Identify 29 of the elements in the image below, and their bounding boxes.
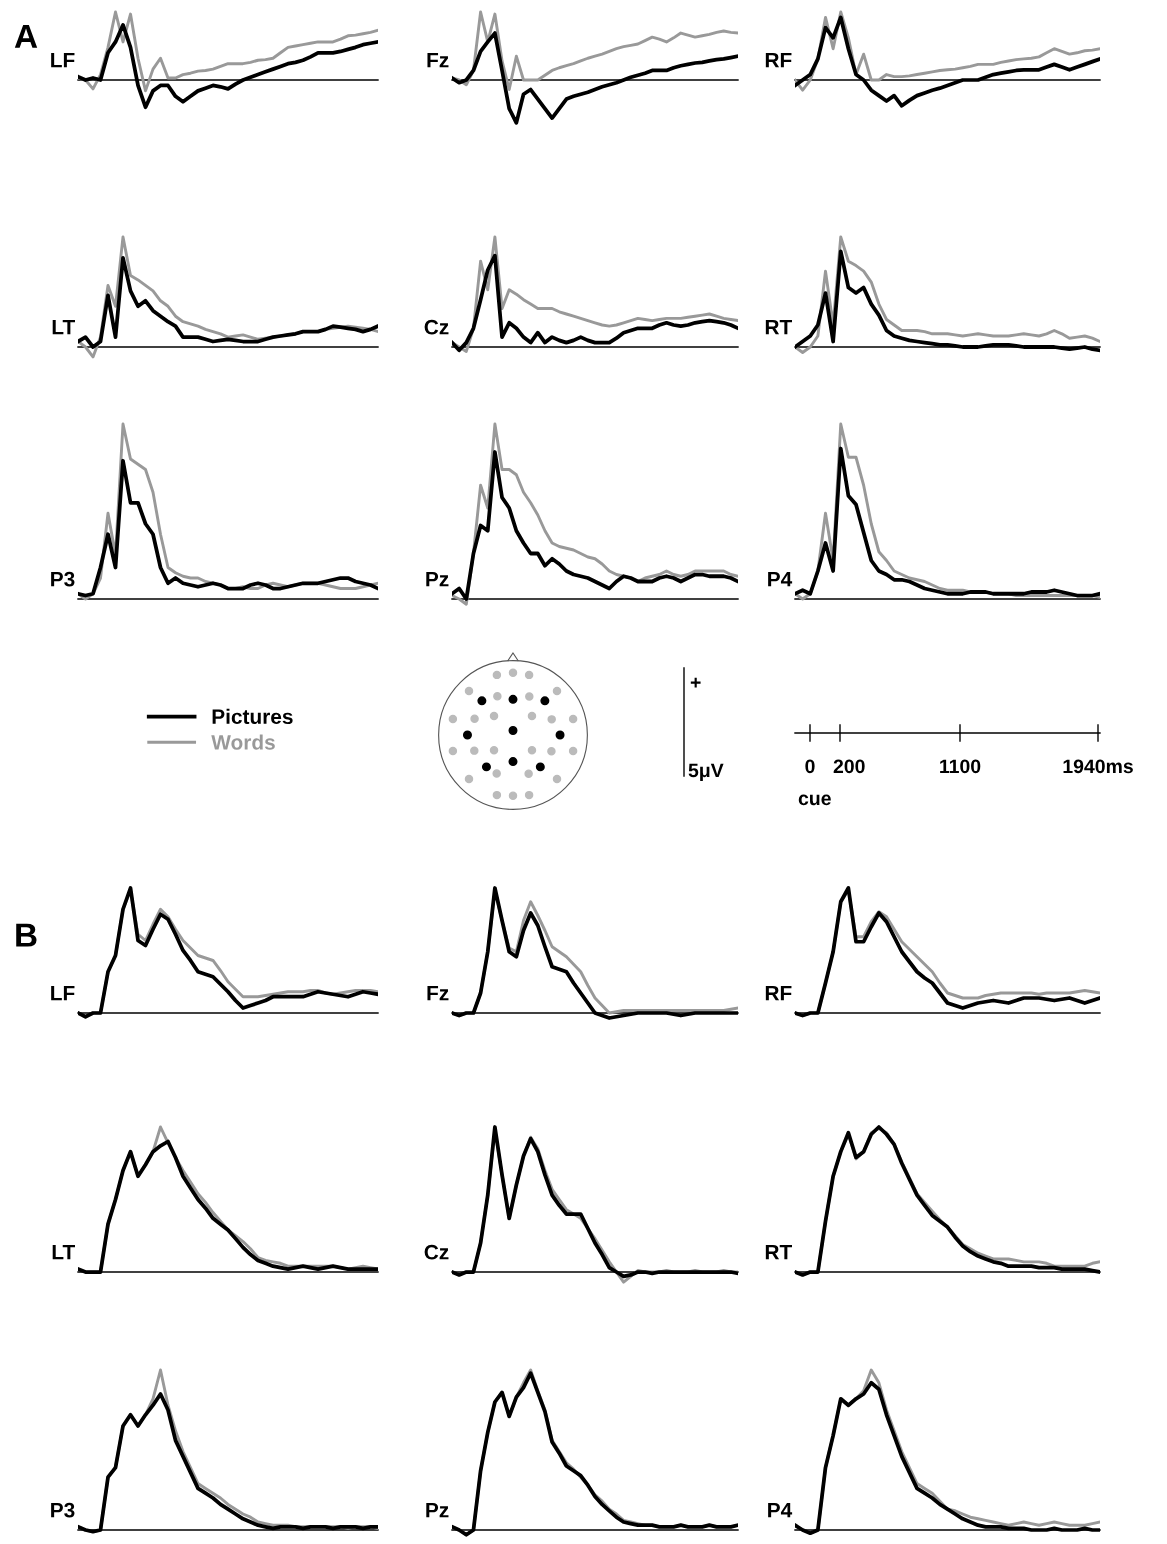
text: LT bbox=[52, 320, 75, 335]
text: RF bbox=[765, 53, 792, 68]
text: Cz bbox=[424, 319, 449, 335]
legend-label: Words bbox=[211, 734, 275, 750]
text: LT bbox=[52, 1245, 75, 1260]
text: Fz bbox=[427, 986, 449, 1001]
text: P4 bbox=[768, 1503, 793, 1518]
text: 1940ms bbox=[1063, 759, 1133, 774]
text: RT bbox=[765, 320, 792, 335]
text: P3 bbox=[51, 571, 75, 587]
text: A bbox=[14, 24, 38, 48]
text: 0 bbox=[805, 759, 815, 774]
text: cue bbox=[798, 794, 831, 806]
text: LF bbox=[51, 53, 75, 68]
text: 200 bbox=[833, 759, 865, 774]
text: LF bbox=[51, 986, 75, 1001]
text: RT bbox=[765, 1245, 792, 1260]
text: Pz bbox=[426, 572, 449, 587]
text: B bbox=[16, 923, 37, 947]
text: 5μV bbox=[688, 763, 724, 781]
text: P4 bbox=[768, 572, 793, 587]
text: 1100 bbox=[940, 759, 981, 774]
text: + bbox=[690, 677, 701, 688]
text: P3 bbox=[51, 1502, 75, 1518]
legend-label: Pictures bbox=[212, 708, 293, 725]
text: Pz bbox=[426, 1503, 449, 1518]
text: RF bbox=[765, 986, 792, 1001]
text: Cz bbox=[424, 1244, 449, 1260]
text: Fz bbox=[427, 53, 449, 68]
